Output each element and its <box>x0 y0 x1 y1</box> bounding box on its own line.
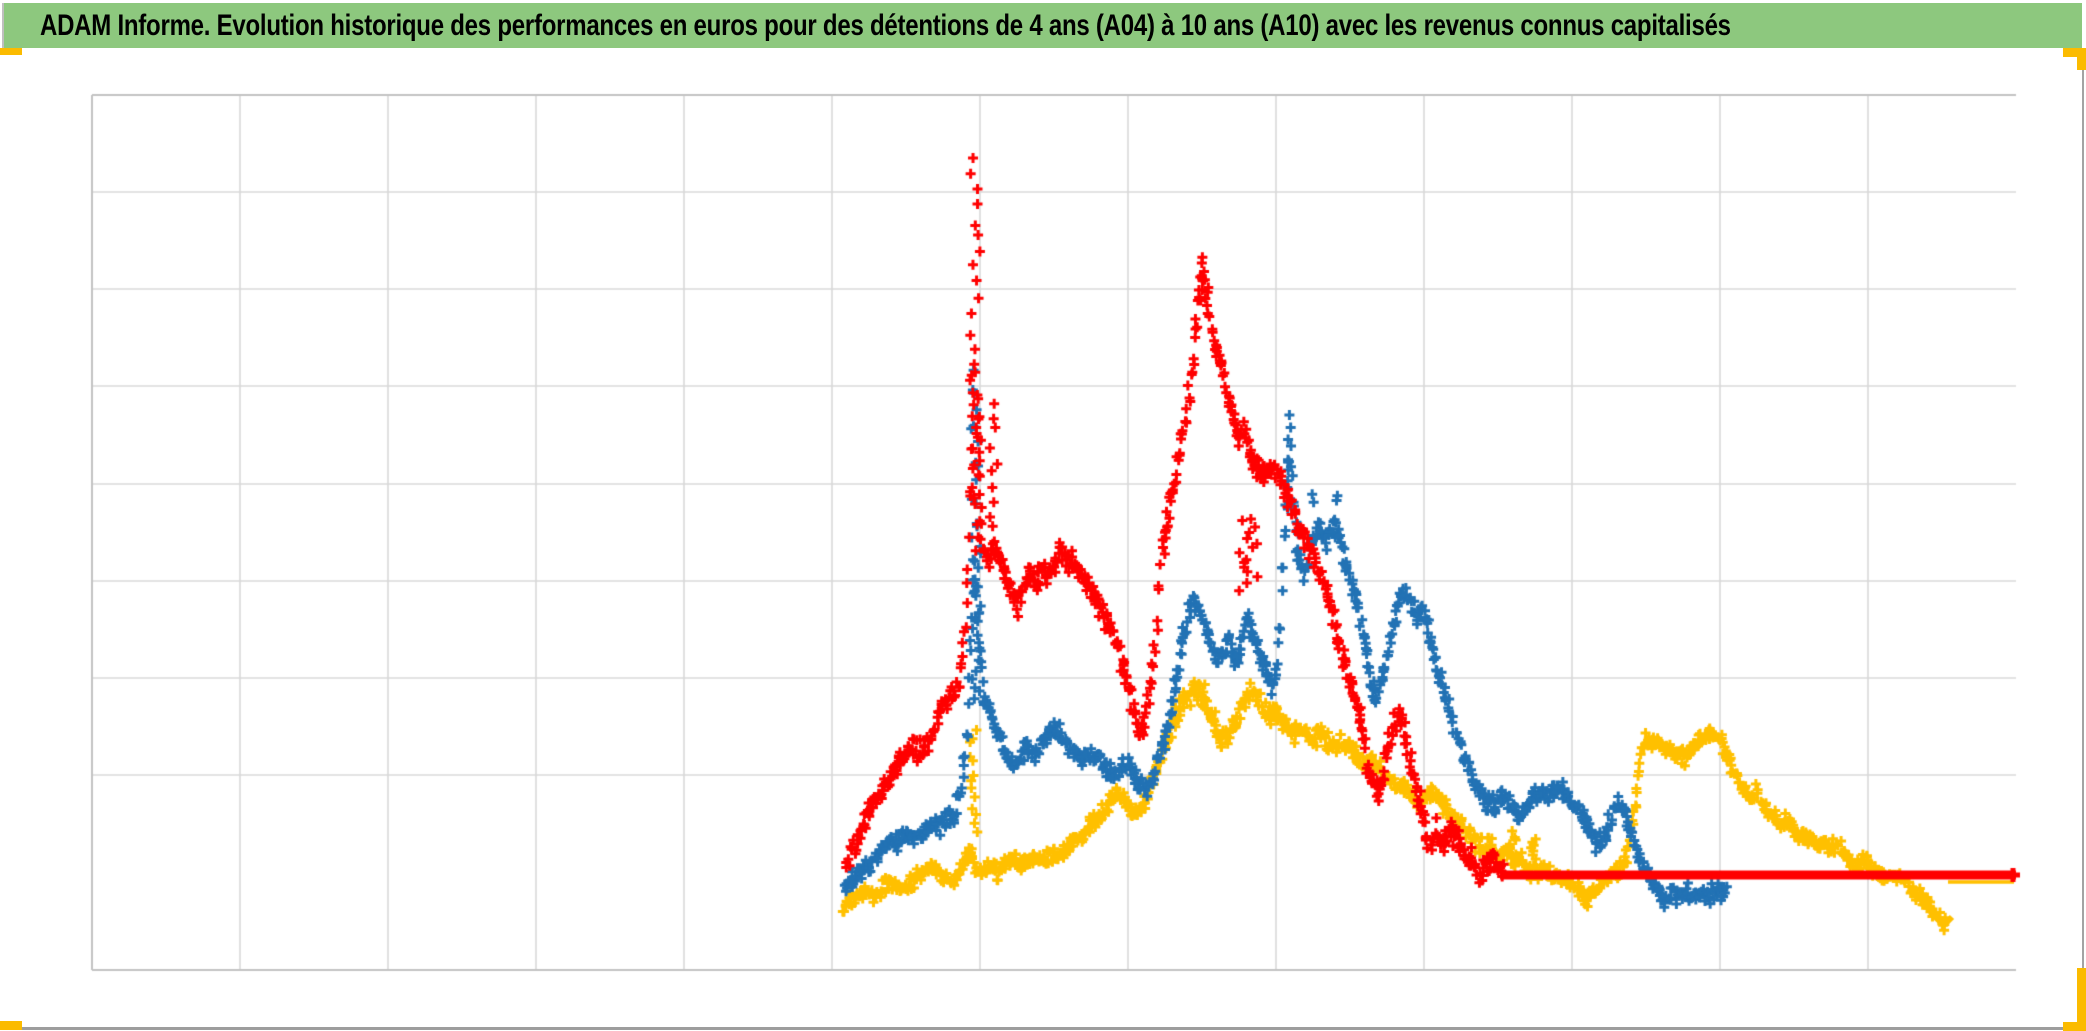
window-border-left <box>2 3 4 55</box>
corner-accent-top-right-horizontal <box>2063 48 2086 57</box>
corner-accent-bottom-right-horizontal <box>2063 1022 2086 1031</box>
corner-accent-top-left <box>0 48 22 55</box>
window-border-right <box>2082 48 2084 1027</box>
corner-accent-bottom-left <box>0 1021 22 1030</box>
chart-title-bar: ADAM Informe. Evolution historique des p… <box>3 3 2082 48</box>
chart-title: ADAM Informe. Evolution historique des p… <box>40 8 1731 42</box>
corner-accent-top-right-vertical <box>2077 48 2086 70</box>
window-border-bottom <box>0 1027 2086 1030</box>
corner-accent-bottom-right-vertical <box>2077 968 2086 1031</box>
